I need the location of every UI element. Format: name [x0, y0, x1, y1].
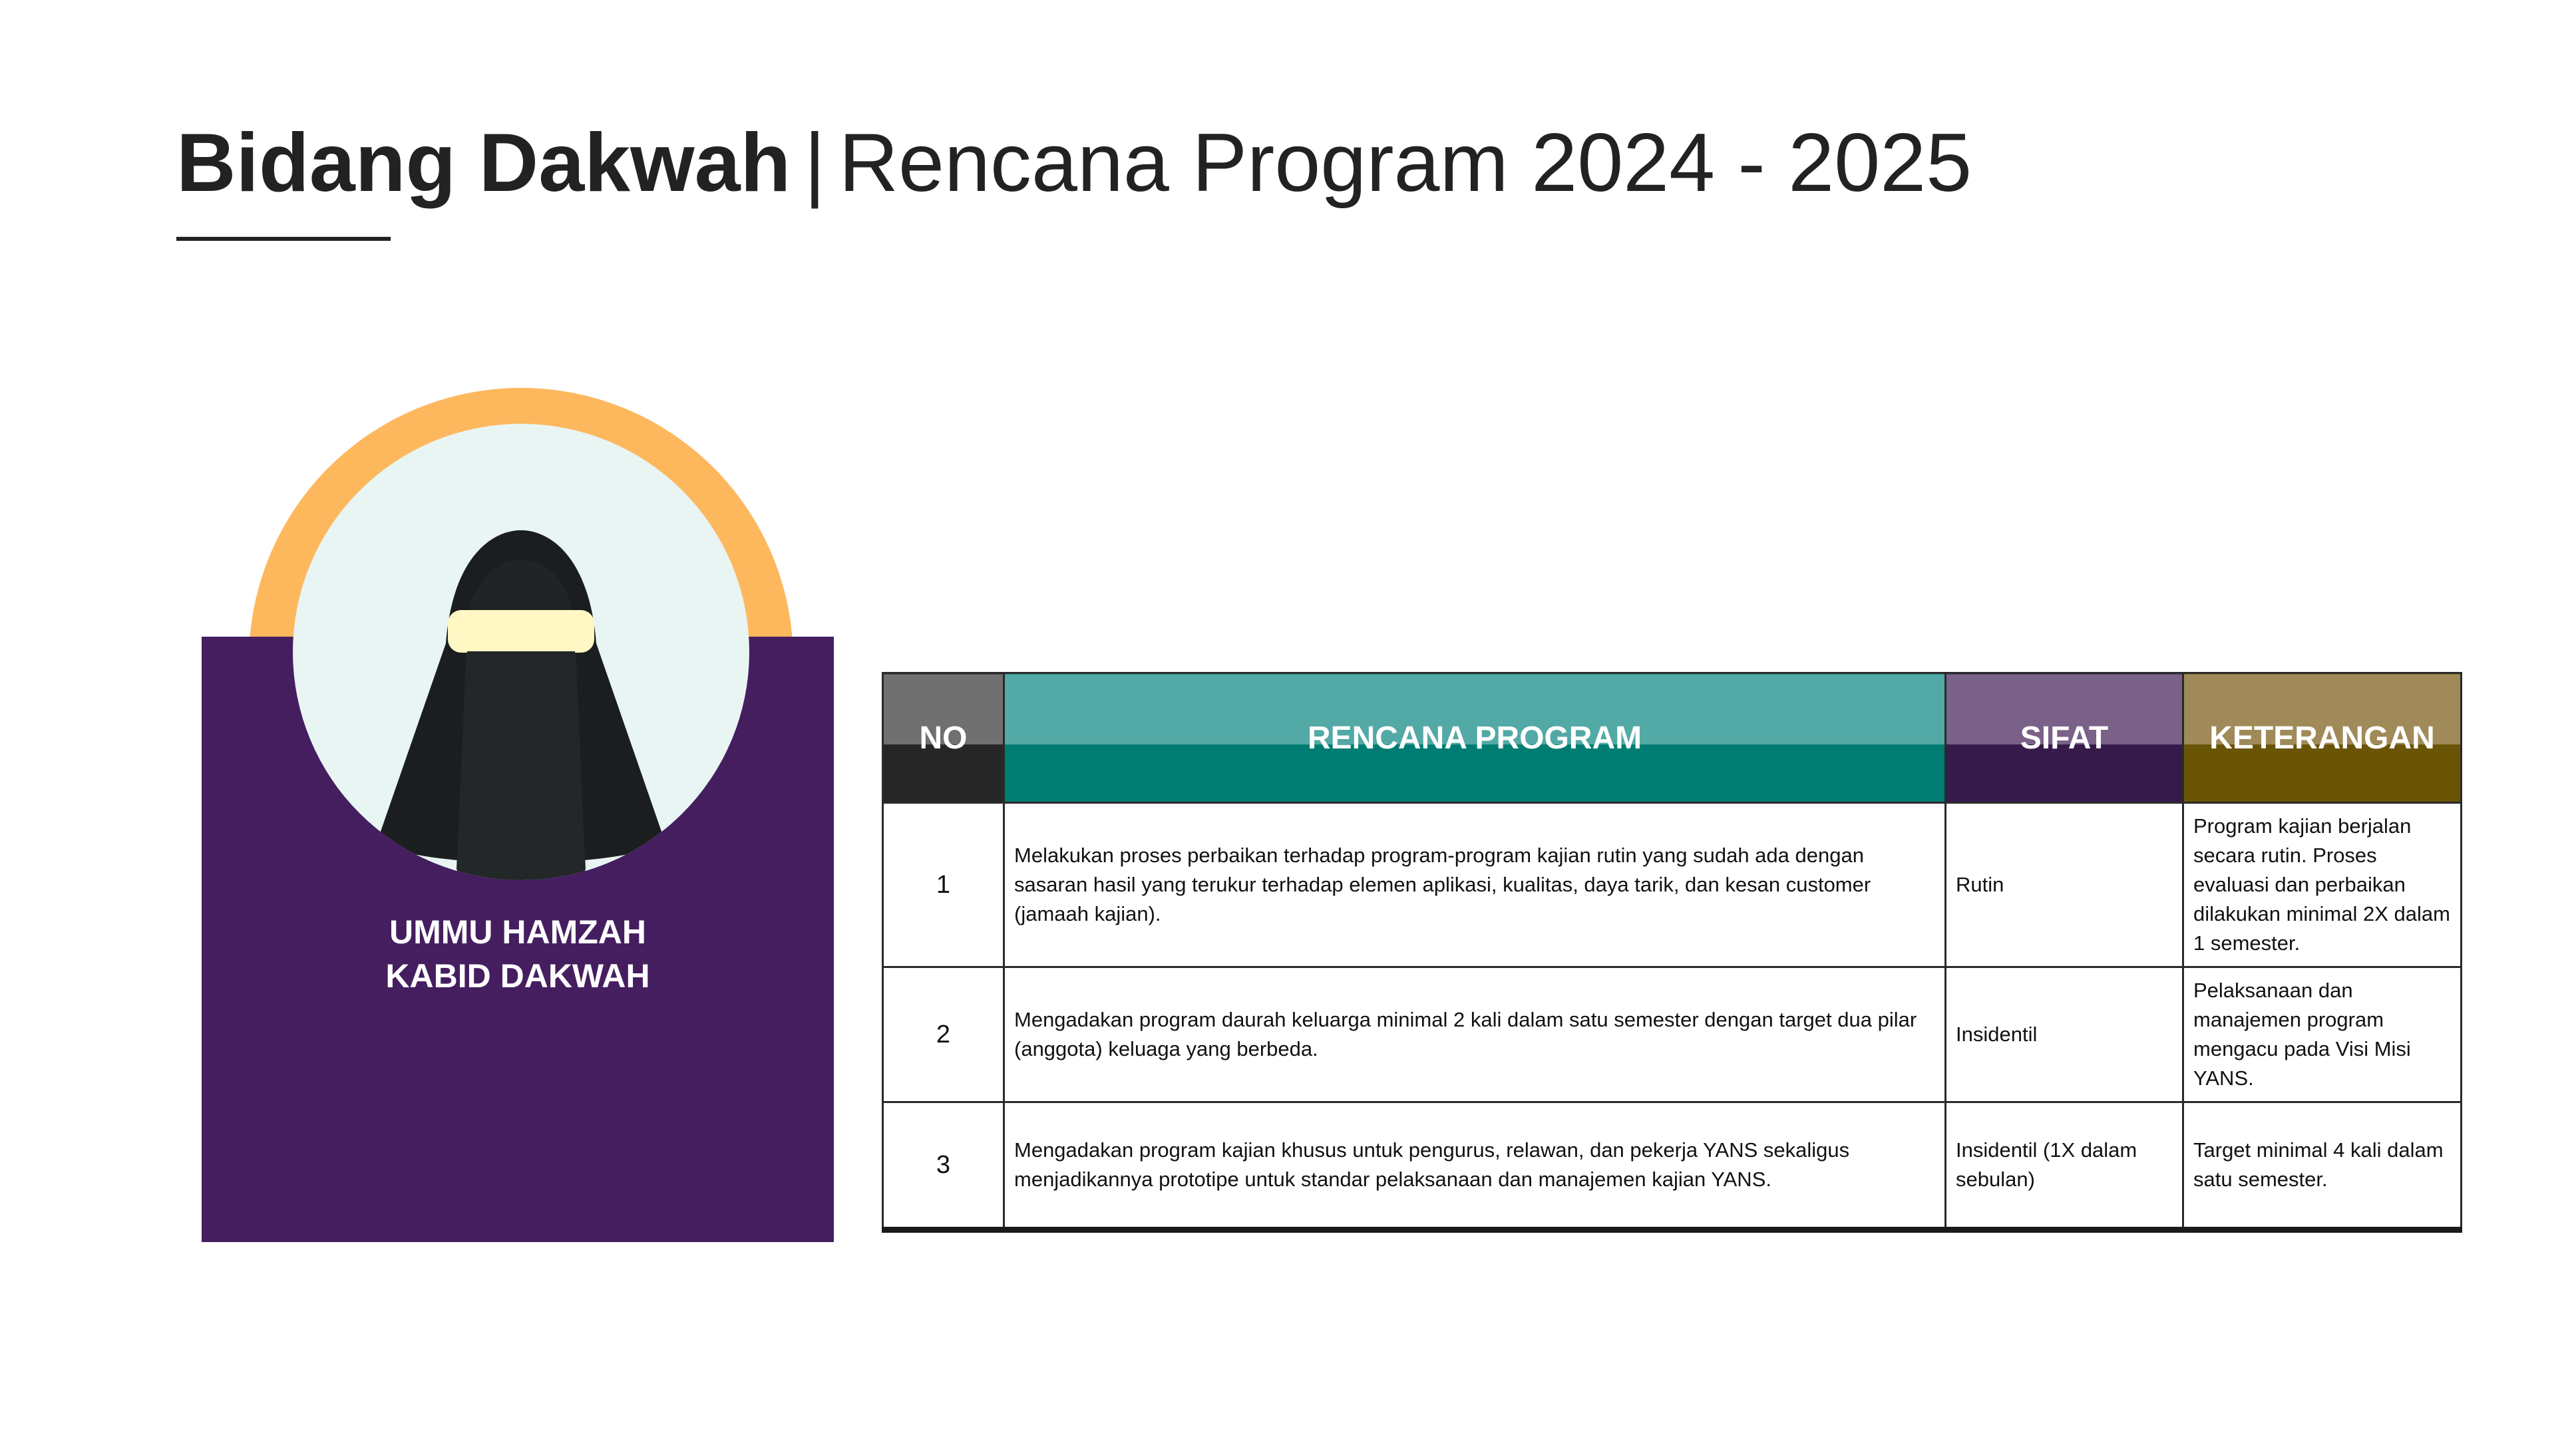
- cell-no: 2: [882, 966, 1005, 1103]
- cell-no: 3: [882, 1101, 1005, 1233]
- table-row: 2 Mengadakan program daurah keluarga min…: [882, 966, 2462, 1103]
- table-row: 3 Mengadakan program kajian khusus untuk…: [882, 1101, 2462, 1233]
- page-title-bold: Bidang Dakwah: [176, 117, 791, 209]
- profile-role: KABID DAKWAH: [385, 957, 650, 995]
- cell-sifat: Insidentil: [1944, 966, 2184, 1103]
- cell-keterangan: Pelaksanaan dan manajemen program mengac…: [2182, 966, 2462, 1103]
- header-rencana-program: RENCANA PROGRAM: [1003, 672, 1946, 804]
- cell-keterangan: Program kajian berjalan secara rutin. Pr…: [2182, 802, 2462, 968]
- program-table: NO RENCANA PROGRAM SIFAT KETERANGAN 1 Me…: [882, 672, 2462, 1233]
- page-title-subtitle: Rencana Program 2024 - 2025: [838, 117, 1972, 209]
- title-underline: [176, 237, 391, 241]
- cell-no: 1: [882, 802, 1005, 968]
- profile-name-block: UMMU HAMZAH KABID DAKWAH: [202, 910, 834, 998]
- header-sifat: SIFAT: [1944, 672, 2184, 804]
- page-title-separator: |: [804, 117, 826, 209]
- cell-program: Mengadakan program kajian khusus untuk p…: [1003, 1101, 1946, 1233]
- cell-program: Mengadakan program daurah keluarga minim…: [1003, 966, 1946, 1103]
- table-header-row: NO RENCANA PROGRAM SIFAT KETERANGAN: [882, 672, 2462, 804]
- cell-sifat: Rutin: [1944, 802, 2184, 968]
- profile-name: UMMU HAMZAH: [389, 913, 647, 951]
- cell-program: Melakukan proses perbaikan terhadap prog…: [1003, 802, 1946, 968]
- header-no: NO: [882, 672, 1005, 804]
- niqab-woman-avatar-icon: [293, 424, 749, 880]
- cell-sifat: Insidentil (1X dalam sebulan): [1944, 1101, 2184, 1233]
- page-title: Bidang Dakwah | Rencana Program 2024 - 202…: [176, 110, 1972, 216]
- table-row: 1 Melakukan proses perbaikan terhadap pr…: [882, 802, 2462, 968]
- header-keterangan: KETERANGAN: [2182, 672, 2462, 804]
- cell-keterangan: Target minimal 4 kali dalam satu semeste…: [2182, 1101, 2462, 1233]
